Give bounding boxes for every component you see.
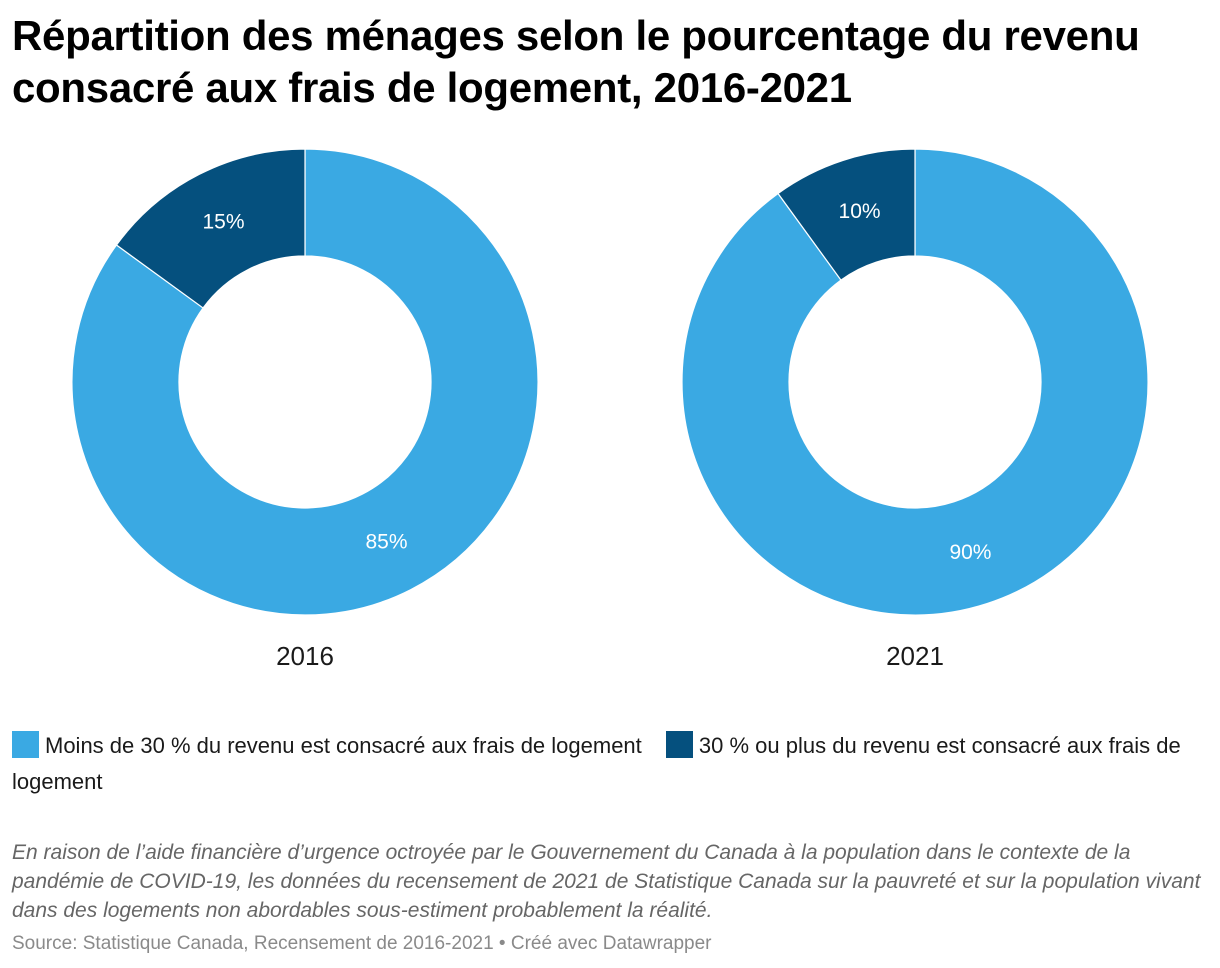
legend-swatch-light-blue — [12, 731, 39, 758]
legend-item-under-30: Moins de 30 % du revenu est consacré aux… — [12, 733, 642, 758]
data-label-2021-under-30: 90% — [949, 541, 991, 564]
data-label-2021-30-or-more: 10% — [839, 200, 881, 223]
year-label-2016: 2016 — [276, 641, 334, 671]
chart-note: En raison de l’aide financière d’urgence… — [12, 838, 1207, 925]
year-label-2021: 2021 — [886, 641, 944, 671]
donut-charts: 85% 15% 2016 90% 10% 2021 — [0, 0, 1220, 700]
legend: Moins de 30 % du revenu est consacré aux… — [12, 728, 1207, 800]
data-label-2016-30-or-more: 15% — [202, 211, 244, 234]
legend-swatch-dark-blue — [666, 731, 693, 758]
chart-source: Source: Statistique Canada, Recensement … — [12, 931, 1207, 957]
donut-chart-2021: 90% 10% 2021 — [682, 149, 1148, 671]
data-label-2016-under-30: 85% — [365, 530, 407, 553]
legend-label-under-30: Moins de 30 % du revenu est consacré aux… — [45, 733, 642, 758]
donut-chart-2016: 85% 15% 2016 — [72, 149, 538, 671]
